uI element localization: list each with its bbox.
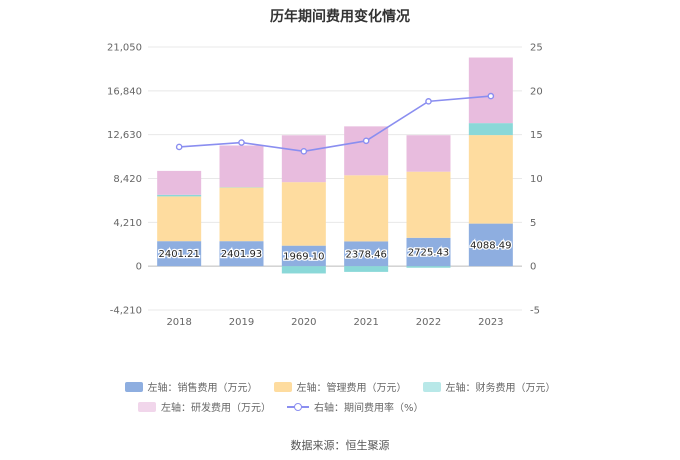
x-axis-tick-label: 2021 (353, 317, 378, 328)
bar-finance-2022 (406, 266, 451, 268)
rate-point (362, 137, 370, 145)
legend-item-finance[interactable]: 左轴：财务费用（万元） (422, 379, 556, 394)
x-axis-tick-label: 2019 (229, 317, 254, 328)
bar-rd-2022 (406, 135, 451, 172)
rate-point (238, 139, 245, 146)
legend-item-rd[interactable]: 左轴：研发费用（万元） (138, 399, 271, 414)
right-axis-tick-label: 25 (530, 43, 543, 54)
bar-rd-2018 (157, 170, 202, 195)
rate-point (300, 148, 308, 155)
left-axis-tick-label: 12,630 (107, 130, 142, 141)
x-axis-tick-label: 2018 (166, 317, 191, 328)
left-axis-tick-label: 21,050 (107, 43, 142, 54)
legend-swatch-admin (273, 381, 292, 392)
right-axis-tick-label: 10 (530, 174, 543, 185)
bar-sales-2022 (406, 237, 451, 267)
left-axis-tick-label: -4,210 (110, 306, 142, 317)
bar-data-label: 1969.10 (283, 251, 324, 262)
bar-rd-2021 (344, 126, 389, 176)
left-axis-tick-label: 16,840 (107, 86, 142, 97)
bar-admin-2020 (281, 182, 326, 246)
legend-row-2: 左轴：研发费用（万元） 右轴：期间费用率（%） (0, 399, 680, 414)
bar-sales-2019 (219, 241, 264, 267)
bar-rd-2019 (219, 145, 264, 188)
bar-data-label: 2401.21 (158, 249, 199, 260)
bar-sales-2020 (281, 245, 326, 267)
left-axis-tick-label: 4,210 (113, 218, 142, 229)
legend-swatch-finance (422, 381, 441, 392)
x-axis-tick-label: 2022 (416, 317, 441, 328)
right-axis-tick-label: 0 (530, 262, 536, 273)
legend-row-1: 左轴：销售费用（万元） 左轴：管理费用（万元） 左轴：财务费用（万元） (0, 379, 680, 394)
legend-label-finance: 左轴：财务费用（万元） (445, 383, 556, 394)
bar-admin-2022 (406, 171, 451, 238)
bar-data-label: 2378.46 (345, 249, 386, 260)
legend-label-admin: 左轴：管理费用（万元） (296, 383, 407, 394)
bar-rd-2023 (468, 57, 513, 124)
legend-item-rate[interactable]: 右轴：期间费用率（%） (287, 399, 424, 414)
legend-line-icon (287, 402, 309, 412)
x-axis-tick-label: 2023 (478, 317, 503, 328)
legend-swatch-rd (138, 401, 156, 412)
right-axis-tick-label: 5 (530, 218, 536, 229)
rate-point (425, 98, 432, 105)
bar-admin-2019 (219, 187, 264, 242)
legend-label-rate: 右轴：期间费用率（%） (314, 403, 424, 414)
legend-item-sales[interactable]: 左轴：销售费用（万元） (124, 379, 258, 394)
legend-swatch-sales (124, 381, 143, 392)
bar-data-label: 4088.49 (470, 240, 511, 251)
bar-finance-2021 (344, 266, 389, 272)
legend-label-sales: 左轴：销售费用（万元） (147, 383, 258, 394)
bar-data-label: 2725.43 (408, 247, 449, 258)
legend-label-rd: 左轴：研发费用（万元） (161, 403, 271, 414)
legend-item-admin[interactable]: 左轴：管理费用（万元） (273, 379, 407, 394)
bar-finance-2018 (157, 194, 202, 197)
x-axis-tick-label: 2020 (291, 317, 316, 328)
bar-rd-2020 (281, 135, 326, 183)
bar-admin-2023 (468, 135, 513, 224)
bar-sales-2023 (468, 223, 513, 267)
chart-title: 历年期间费用变化情况 (270, 9, 410, 25)
bar-finance-2023 (468, 123, 513, 136)
bar-admin-2021 (344, 175, 389, 242)
right-axis-tick-label: 15 (530, 130, 543, 141)
right-axis-tick-label: -5 (530, 306, 540, 317)
bar-sales-2018 (157, 241, 202, 267)
bar-sales-2021 (344, 241, 389, 267)
left-axis-tick-label: 8,420 (113, 174, 142, 185)
bar-admin-2018 (157, 196, 202, 242)
bar-finance-2020 (281, 266, 326, 274)
rate-point (487, 92, 495, 100)
rate-point (175, 143, 183, 151)
right-axis-tick-label: 20 (530, 86, 543, 97)
bar-data-label: 2401.93 (221, 249, 262, 260)
data-source: 数据来源：恒生聚源 (290, 439, 390, 452)
left-axis-tick-label: 0 (136, 262, 142, 273)
rate-line (179, 95, 491, 153)
